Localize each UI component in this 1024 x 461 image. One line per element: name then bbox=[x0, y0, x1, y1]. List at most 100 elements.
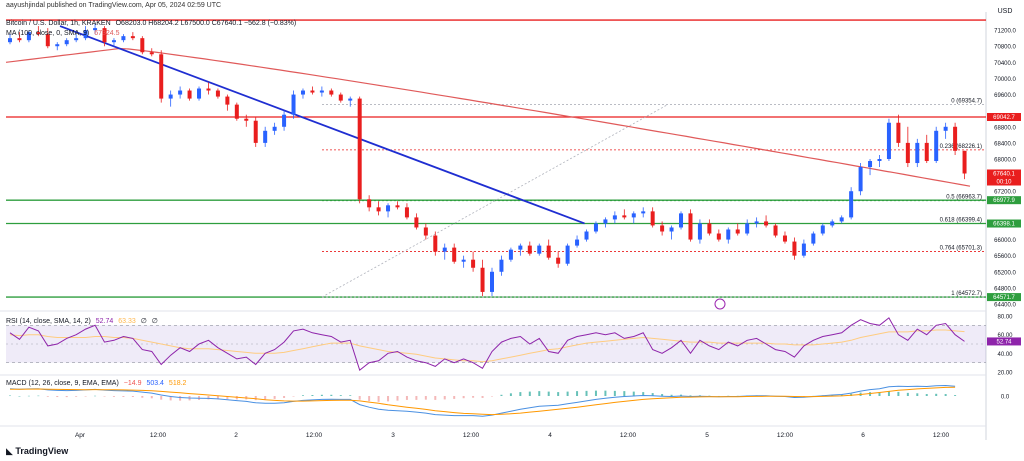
macd-histogram-bar bbox=[226, 396, 229, 400]
fib-label: 0.5 (66963.7) bbox=[946, 195, 982, 201]
macd-histogram-bar bbox=[330, 394, 333, 396]
fib-diagonal bbox=[321, 104, 669, 298]
macd-histogram-bar bbox=[283, 396, 286, 398]
candle-body bbox=[111, 40, 116, 43]
price-tick-label: 66000.0 bbox=[994, 238, 1016, 244]
rsi-legend: RSI (14, close, SMA, 14, 2) 52.74 63.33 … bbox=[6, 317, 158, 325]
macd-histogram-bar bbox=[840, 394, 843, 396]
candle-body bbox=[329, 90, 334, 95]
candle-body bbox=[291, 94, 296, 115]
candle-body bbox=[282, 114, 287, 127]
candle-body bbox=[764, 221, 769, 226]
macd-histogram-bar bbox=[18, 396, 21, 397]
candle-body bbox=[612, 215, 617, 220]
macd-histogram-bar bbox=[954, 395, 957, 396]
price-label-bg bbox=[987, 196, 1021, 205]
candle-body bbox=[575, 239, 580, 246]
candle-body bbox=[433, 235, 438, 252]
time-tick-label: 5 bbox=[705, 432, 709, 439]
macd-histogram-bar bbox=[264, 396, 267, 400]
macd-histogram-bar bbox=[869, 392, 872, 396]
candle-body bbox=[508, 249, 513, 260]
macd-line-value: 503.4 bbox=[146, 380, 164, 387]
currency-label: USD bbox=[998, 8, 1013, 15]
time-tick-label: 12:00 bbox=[150, 432, 167, 439]
price-tick-label: 70000.0 bbox=[994, 77, 1016, 83]
candle-body bbox=[915, 142, 920, 164]
macd-histogram-bar bbox=[150, 396, 153, 399]
macd-histogram-bar bbox=[897, 391, 900, 396]
rsi-value: 52.74 bbox=[95, 318, 114, 325]
candle-body bbox=[442, 247, 447, 252]
price-label-bg bbox=[987, 113, 1021, 122]
candle-body bbox=[896, 122, 901, 143]
macd-histogram-bar bbox=[235, 396, 238, 400]
price-tick-label: 65200.0 bbox=[994, 270, 1016, 276]
macd-histogram-bar bbox=[320, 394, 323, 396]
candle-body bbox=[206, 88, 211, 91]
candle-body bbox=[650, 211, 655, 226]
price-label-bg bbox=[987, 169, 1021, 186]
time-tick-label: 12:00 bbox=[933, 432, 950, 439]
macd-histogram-bar bbox=[141, 396, 144, 398]
tradingview-logo: ◣ TradingView bbox=[6, 446, 69, 456]
macd-histogram-bar bbox=[65, 396, 68, 398]
candle-body bbox=[64, 40, 69, 45]
time-tick-label: 6 bbox=[861, 432, 865, 439]
price-label-bg bbox=[987, 293, 1021, 302]
macd-histogram-bar bbox=[292, 396, 295, 397]
candle-body bbox=[707, 223, 712, 234]
candle-body bbox=[537, 245, 542, 254]
candle-body bbox=[414, 217, 419, 228]
macd-histogram-bar bbox=[528, 391, 531, 396]
candle-body bbox=[93, 28, 98, 31]
candle-body bbox=[8, 38, 12, 43]
candle-body bbox=[820, 225, 825, 234]
price-tick-label: 71200.0 bbox=[994, 29, 1016, 35]
macd-histogram-bar bbox=[339, 395, 342, 396]
price-label: 69042.7 bbox=[993, 115, 1015, 121]
candle-body bbox=[367, 199, 372, 208]
macd-histogram-bar bbox=[604, 390, 607, 396]
macd-histogram-bar bbox=[576, 391, 579, 396]
fib-label: 1 (64572.7) bbox=[951, 291, 982, 297]
candle-body bbox=[300, 90, 305, 95]
candle-body bbox=[934, 130, 939, 162]
candle-body bbox=[603, 219, 608, 224]
candle-body bbox=[886, 122, 891, 159]
time-tick-label: 12:00 bbox=[463, 432, 480, 439]
candle-body bbox=[26, 32, 31, 41]
candle-body bbox=[773, 225, 778, 236]
candle-body bbox=[149, 52, 154, 55]
rsi-sma-value: 63.33 bbox=[118, 318, 136, 325]
candle-body bbox=[461, 259, 466, 262]
candle-body bbox=[17, 38, 22, 41]
macd-histogram-bar bbox=[160, 396, 163, 400]
ma-label: MA (100, close, 0, SMA, 9) bbox=[6, 30, 90, 37]
candle-body bbox=[631, 213, 636, 218]
macd-histogram-bar bbox=[9, 395, 11, 397]
candle-body bbox=[471, 259, 476, 268]
candle-body bbox=[338, 94, 343, 101]
candle-body bbox=[168, 94, 173, 99]
candle-body bbox=[518, 245, 523, 250]
price-label: 64571.7 bbox=[993, 295, 1015, 301]
macd-histogram-bar bbox=[651, 393, 654, 396]
candle-body bbox=[622, 215, 627, 218]
macd-histogram-bar bbox=[935, 393, 938, 396]
macd-hist-value: −14.9 bbox=[123, 380, 142, 387]
candle-body bbox=[130, 36, 135, 39]
price-tick-label: 65600.0 bbox=[994, 254, 1016, 260]
candle-body bbox=[490, 271, 494, 292]
macd-histogram-bar bbox=[613, 390, 616, 396]
publish-header: aayushjindal published on TradingView.co… bbox=[6, 2, 222, 9]
candle-body bbox=[36, 32, 41, 35]
macd-histogram-bar bbox=[481, 396, 484, 398]
candle-body bbox=[556, 257, 561, 264]
candle-body bbox=[754, 221, 759, 224]
candle-body bbox=[584, 231, 589, 240]
macd-histogram-bar bbox=[632, 391, 635, 396]
candle-body bbox=[593, 223, 598, 232]
macd-histogram-bar bbox=[566, 391, 569, 396]
macd-histogram-bar bbox=[878, 392, 881, 396]
